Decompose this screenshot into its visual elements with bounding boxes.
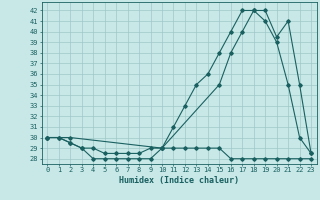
X-axis label: Humidex (Indice chaleur): Humidex (Indice chaleur) [119,176,239,185]
